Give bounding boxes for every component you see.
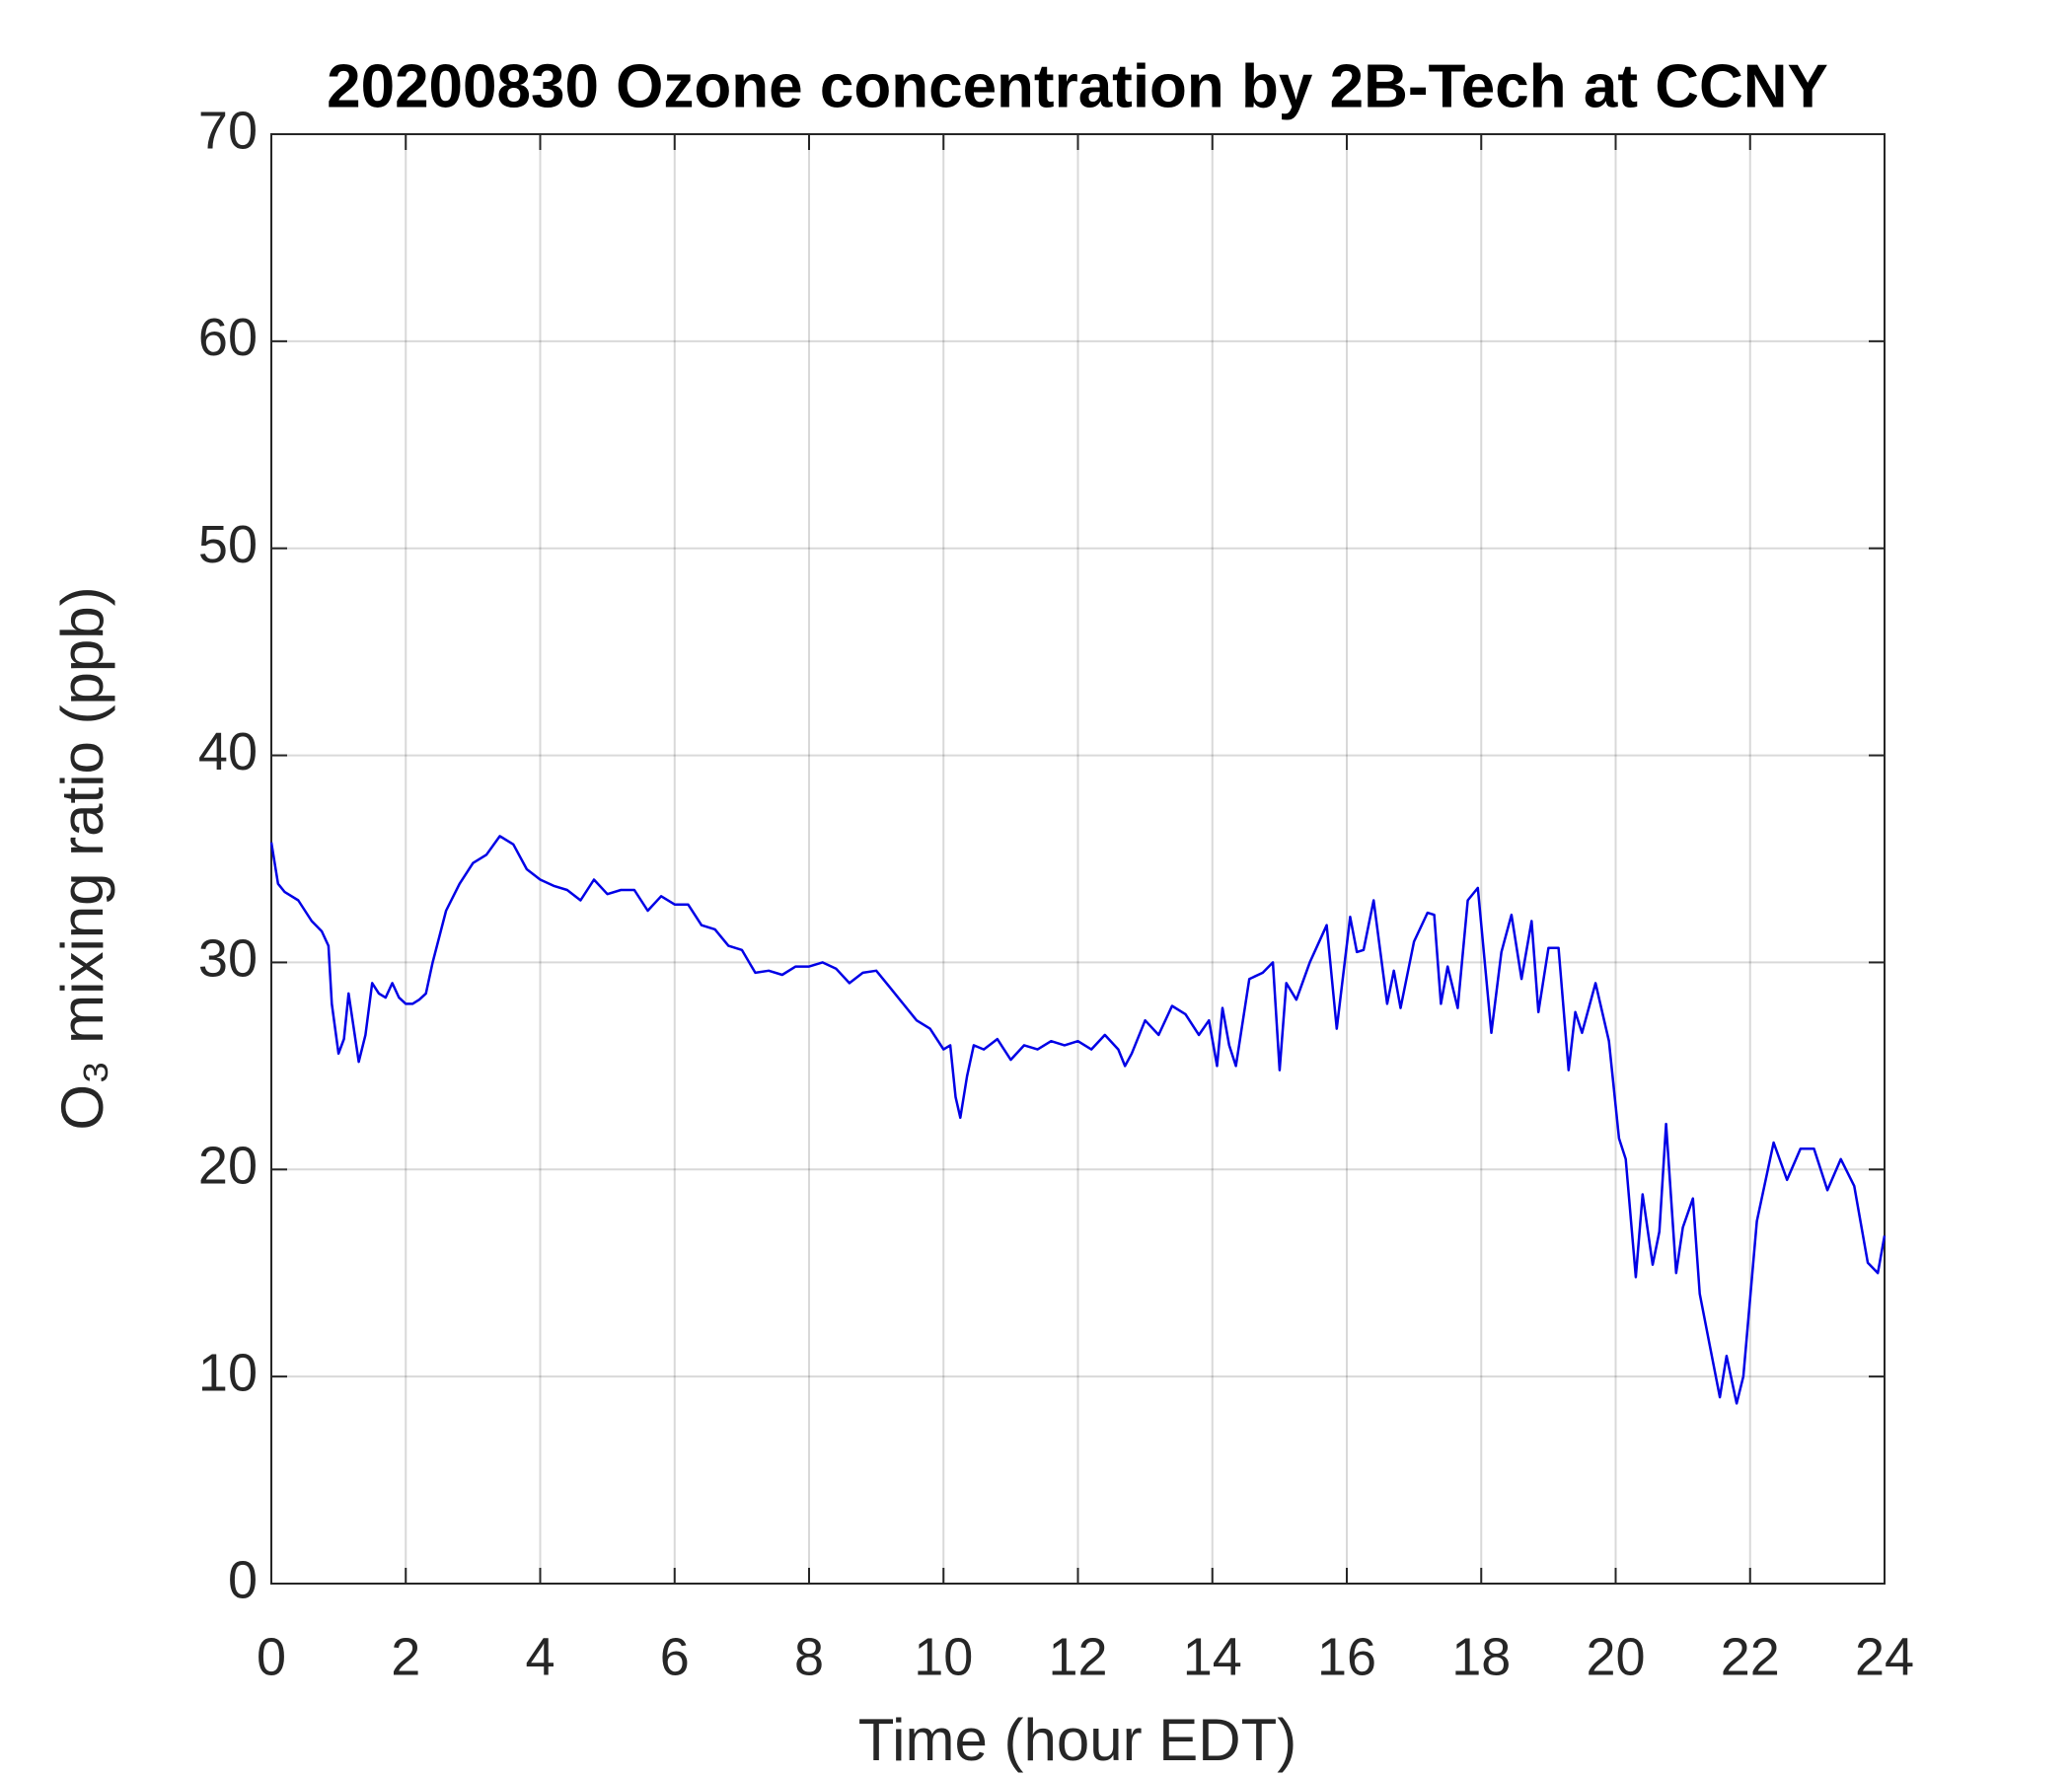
y-tick-label: 60 (198, 308, 258, 367)
y-tick-label: 20 (198, 1137, 258, 1196)
chart-title: 20200830 Ozone concentration by 2B-Tech … (327, 52, 1828, 120)
x-tick-label: 0 (257, 1627, 286, 1686)
x-tick-label: 22 (1721, 1627, 1780, 1686)
x-tick-label: 2 (391, 1627, 420, 1686)
x-tick-label: 24 (1855, 1627, 1914, 1686)
x-tick-label: 6 (660, 1627, 690, 1686)
x-axis-label: Time (hour EDT) (858, 1707, 1297, 1773)
x-tick-label: 16 (1317, 1627, 1376, 1686)
y-axis-label: O₃ mixing ratio (ppb) (49, 586, 115, 1130)
x-tick-label: 12 (1048, 1627, 1107, 1686)
y-tick-label: 40 (198, 722, 258, 781)
x-tick-label: 10 (914, 1627, 973, 1686)
y-tick-label: 30 (198, 929, 258, 989)
x-tick-label: 14 (1183, 1627, 1242, 1686)
x-tick-label: 8 (794, 1627, 824, 1686)
x-tick-label: 4 (525, 1627, 555, 1686)
plot-frame (270, 133, 1886, 1585)
x-tick-label: 20 (1586, 1627, 1645, 1686)
y-tick-label: 0 (228, 1550, 258, 1609)
y-tick-label: 50 (198, 515, 258, 574)
x-tick-label: 18 (1451, 1627, 1511, 1686)
y-tick-label: 70 (198, 101, 258, 160)
y-tick-label: 10 (198, 1343, 258, 1402)
data-line (269, 835, 1887, 1405)
